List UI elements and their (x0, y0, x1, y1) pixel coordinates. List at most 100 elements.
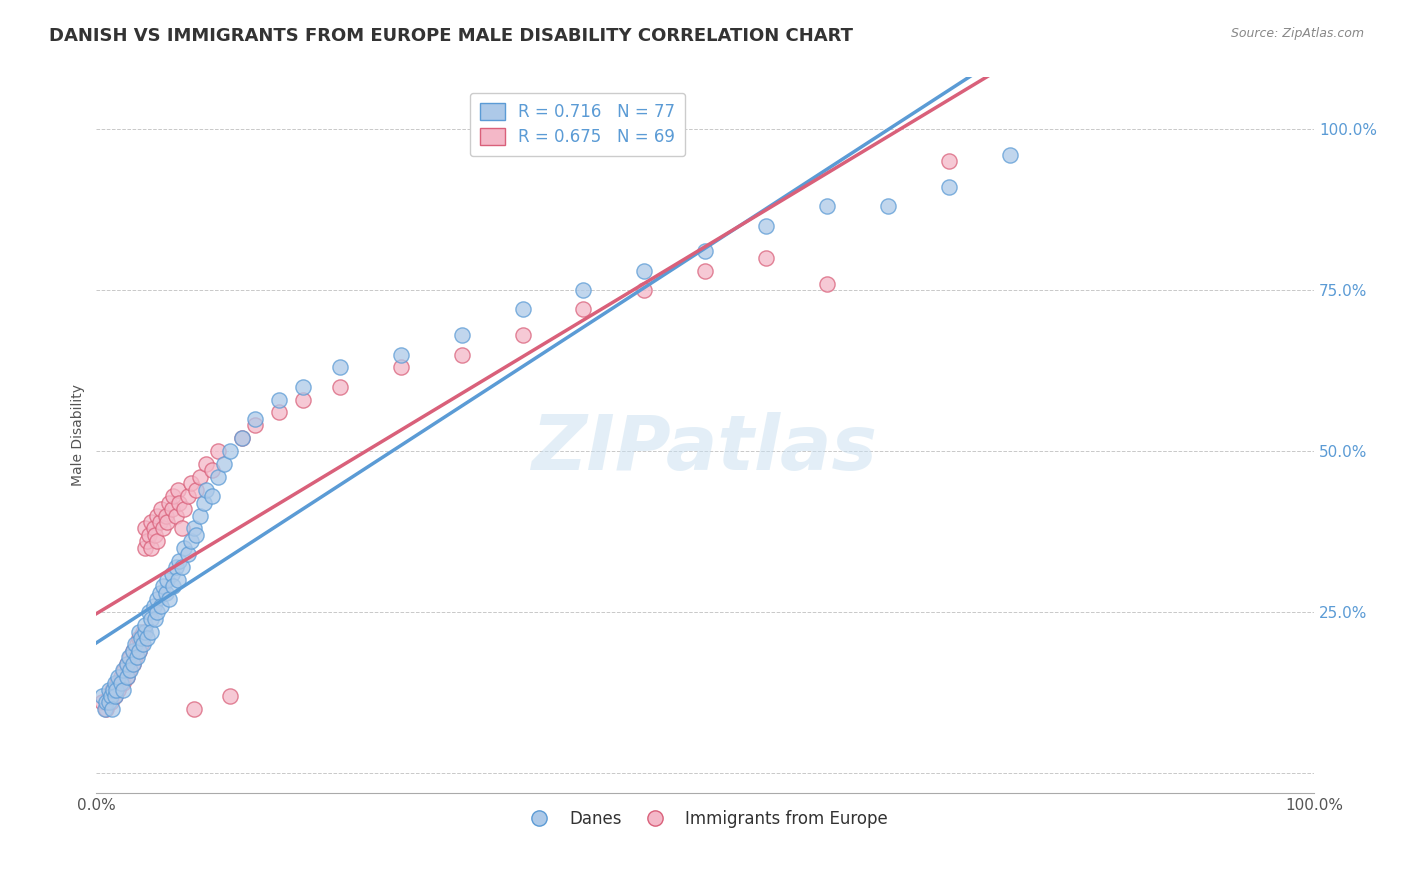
Point (100, 689, 122, 703)
Point (94, 702, 117, 716)
Point (450, 328, 472, 343)
Point (755, 219, 778, 233)
Point (97, 689, 120, 703)
Point (112, 676, 135, 690)
Point (152, 521, 174, 535)
Point (633, 283, 655, 297)
Point (186, 528, 208, 542)
Point (194, 483, 217, 497)
Point (115, 657, 138, 671)
Point (156, 515, 179, 529)
Point (633, 264, 655, 278)
Point (755, 251, 778, 265)
Point (136, 534, 159, 549)
Point (107, 682, 129, 697)
Point (141, 624, 163, 639)
Point (243, 418, 266, 433)
Point (112, 682, 135, 697)
Point (152, 579, 174, 593)
Point (134, 618, 156, 632)
Point (162, 579, 184, 593)
Point (156, 573, 179, 587)
Point (155, 508, 177, 523)
Y-axis label: Male Disability: Male Disability (72, 384, 86, 486)
Point (131, 637, 153, 651)
Point (162, 489, 184, 503)
Point (115, 670, 138, 684)
Point (160, 566, 183, 581)
Point (176, 547, 198, 561)
Point (125, 650, 148, 665)
Point (97, 695, 120, 709)
Point (155, 586, 177, 600)
Point (100, 695, 122, 709)
Point (112, 663, 135, 677)
Point (292, 380, 315, 394)
Point (110, 676, 132, 690)
Point (292, 392, 315, 407)
Point (183, 521, 205, 535)
Point (104, 682, 127, 697)
Point (104, 689, 127, 703)
Point (170, 560, 193, 574)
Text: ZIPatlas: ZIPatlas (533, 412, 879, 486)
Point (157, 592, 180, 607)
Point (101, 682, 124, 697)
Point (572, 283, 595, 297)
Point (167, 496, 190, 510)
Point (231, 431, 253, 445)
Point (134, 521, 156, 535)
Point (695, 264, 717, 278)
Point (938, 180, 960, 194)
Point (815, 277, 838, 291)
Point (141, 612, 163, 626)
Point (219, 444, 242, 458)
Point (91, 695, 114, 709)
Point (450, 347, 472, 361)
Point (695, 244, 717, 259)
Point (876, 199, 898, 213)
Point (125, 637, 148, 651)
Point (115, 670, 138, 684)
Point (267, 392, 290, 407)
Point (186, 483, 208, 497)
Text: DANISH VS IMMIGRANTS FROM EUROPE MALE DISABILITY CORRELATION CHART: DANISH VS IMMIGRANTS FROM EUROPE MALE DI… (49, 27, 853, 45)
Point (389, 347, 412, 361)
Point (389, 360, 412, 375)
Point (124, 637, 146, 651)
Point (101, 702, 124, 716)
Point (142, 521, 165, 535)
Point (124, 650, 146, 665)
Point (815, 199, 838, 213)
Point (998, 147, 1021, 161)
Point (142, 599, 165, 613)
Point (134, 624, 156, 639)
Point (194, 457, 217, 471)
Point (201, 489, 224, 503)
Point (146, 605, 169, 619)
Point (201, 463, 224, 477)
Point (146, 534, 169, 549)
Point (193, 496, 215, 510)
Point (134, 541, 156, 555)
Point (141, 541, 163, 555)
Point (329, 380, 352, 394)
Point (207, 444, 229, 458)
Point (219, 689, 242, 703)
Point (103, 682, 125, 697)
Point (107, 670, 129, 684)
Point (329, 360, 352, 375)
Point (138, 605, 160, 619)
Point (243, 412, 266, 426)
Point (120, 663, 142, 677)
Point (207, 470, 229, 484)
Point (122, 657, 145, 671)
Point (131, 637, 153, 651)
Point (167, 573, 190, 587)
Point (136, 631, 159, 645)
Point (118, 650, 141, 665)
Point (149, 599, 172, 613)
Point (118, 663, 141, 677)
Point (231, 431, 253, 445)
Point (115, 657, 138, 671)
